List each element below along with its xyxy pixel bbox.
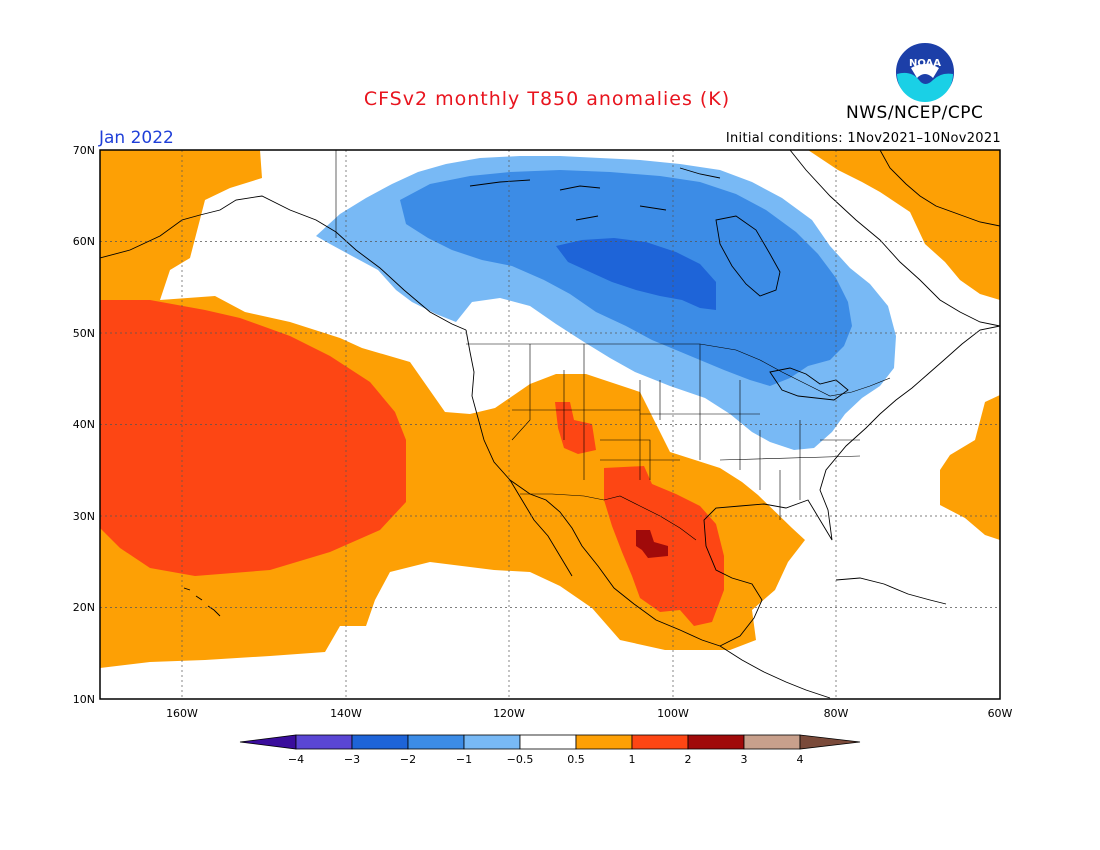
coastline-central-america (719, 645, 831, 699)
colorbar-swatch (519, 734, 577, 750)
political-borders (335, 150, 891, 541)
warm-anomaly-north-atlantic-orange (808, 150, 1000, 300)
colorbar-swatch (407, 734, 465, 750)
colorbar: −4 −3 −2 −1 −0.5 0.5 1 2 3 4 (239, 734, 861, 766)
lat-label: 40N (73, 418, 95, 431)
arctic-islands (469, 167, 721, 221)
colorbar-swatch (575, 734, 633, 750)
colorbar-label: 3 (741, 753, 748, 766)
warm-anomaly-pacific-red (100, 300, 406, 576)
border-us-mexico (520, 493, 697, 541)
colorbar-swatch (799, 734, 861, 750)
chart-title: CFSv2 monthly T850 anomalies (K) (363, 88, 731, 110)
colorbar-label: 2 (685, 753, 692, 766)
colorbar-label: 0.5 (567, 753, 585, 766)
coastline-hudson-bay (715, 215, 781, 297)
coastline-west-us (465, 329, 721, 647)
colorbar-label: 1 (629, 753, 636, 766)
colorbar-label: −0.5 (507, 753, 534, 766)
lon-label: 160W (166, 707, 198, 720)
lon-label: 140W (330, 707, 362, 720)
lon-label: 120W (493, 707, 525, 720)
great-lakes (769, 367, 849, 401)
coastlines (100, 150, 1000, 699)
map-frame (99, 149, 1001, 700)
lat-label: 60N (73, 235, 95, 248)
latitude-labels: 70N 60N 50N 40N 30N 20N 10N (73, 144, 95, 706)
agency-label: NWS/NCEP/CPC (846, 103, 984, 123)
colorbar-label: −3 (344, 753, 360, 766)
coastline-gulf (703, 325, 1000, 647)
lat-label: 70N (73, 144, 95, 157)
colorbar-swatch (295, 734, 353, 750)
lat-label: 30N (73, 510, 95, 523)
colorbar-swatch (463, 734, 521, 750)
cold-anomaly-dark-blue (556, 238, 716, 310)
initial-conditions-label: Initial conditions: 1Nov2021–10Nov2021 (725, 131, 1001, 146)
coastline-labrador (789, 150, 1000, 327)
cuba (835, 577, 947, 605)
colorbar-swatch (239, 734, 297, 750)
colorbar-label: −4 (288, 753, 304, 766)
logo-text: NOAA (909, 58, 941, 69)
lon-label: 60W (988, 707, 1013, 720)
lat-label: 20N (73, 601, 95, 614)
colorbar-label: 4 (797, 753, 804, 766)
gridlines (100, 150, 1000, 699)
colorbar-swatch (631, 734, 689, 750)
coastline-baja (509, 479, 573, 577)
state-lines (511, 344, 861, 520)
colorbar-swatch (351, 734, 409, 750)
border-us-canada (466, 343, 891, 397)
colorbar-swatch (743, 734, 801, 750)
colorbar-label: −2 (400, 753, 416, 766)
colorbar-label: −1 (456, 753, 472, 766)
coastline-greenland (879, 150, 1000, 227)
lat-label: 10N (73, 693, 95, 706)
warm-anomaly-dark-red (636, 530, 668, 558)
colorbar-swatch (687, 734, 745, 750)
warm-anomaly-west-atlantic-orange (940, 395, 1000, 540)
valid-month-label: Jan 2022 (99, 128, 174, 148)
coastline-alaska (100, 195, 467, 331)
lon-label: 80W (824, 707, 849, 720)
noaa-logo: NOAA (894, 41, 956, 103)
warm-anomaly-southwest-red (555, 402, 596, 454)
lat-label: 50N (73, 327, 95, 340)
longitude-labels: 160W 140W 120W 100W 80W 60W (166, 707, 1012, 720)
lon-label: 100W (657, 707, 689, 720)
